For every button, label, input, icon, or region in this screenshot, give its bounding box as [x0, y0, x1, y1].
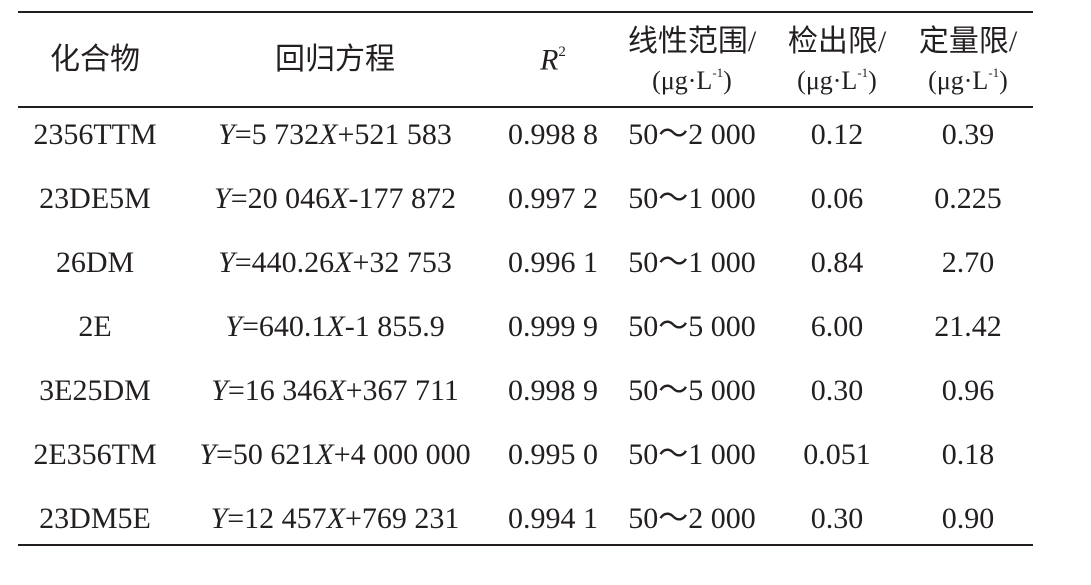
variable: Y [210, 502, 228, 535]
header-text: 化合物 [50, 43, 140, 76]
table-cell: 2356TTM [33, 118, 157, 151]
header-text: 检出限/ [787, 25, 887, 58]
table-cell: Y=5 732X+521 583 [218, 118, 452, 151]
table-cell: 0.999 9 [508, 310, 598, 343]
table-cell: 3E25DM [39, 374, 151, 407]
variable: Y [214, 182, 231, 215]
table-cell: 50～2 000 [628, 118, 756, 151]
unit-sup: -1 [857, 65, 869, 81]
unit-text: (μg·L [928, 65, 989, 95]
table-cell: 50～1 000 [628, 438, 756, 471]
header-text: R [540, 43, 559, 77]
unit-end: ) [999, 65, 1008, 95]
table-cell: 50～2 000 [628, 502, 756, 535]
header-unit: (μg·L-1) [652, 66, 732, 94]
variable: X [327, 374, 346, 407]
table-cell: Y=20 046X-177 872 [214, 182, 456, 215]
table-cell: 0.30 [810, 374, 864, 407]
header-rule [18, 106, 1033, 108]
header-cell: 化合物 [50, 45, 140, 75]
header-cell: 检出限/ [788, 27, 886, 57]
table-cell: 0.12 [810, 118, 864, 151]
table-cell: 2.70 [941, 246, 995, 279]
table-cell: 50～1 000 [628, 182, 756, 215]
variable: X [319, 118, 338, 151]
header-sup: 2 [558, 43, 566, 60]
unit-text: (μg·L [797, 65, 858, 95]
table-cell: 0.18 [941, 438, 995, 471]
variable: X [315, 438, 334, 471]
table-cell: 0.225 [934, 182, 1002, 215]
table-cell: 50～1 000 [628, 246, 756, 279]
table-cell: 50～5 000 [628, 374, 756, 407]
unit-text: (μg·L [652, 65, 713, 95]
unit-sup: -1 [712, 65, 724, 81]
table-cell: 6.00 [810, 310, 864, 343]
table-cell: 23DE5M [39, 182, 151, 215]
table-cell: 2E356TM [33, 438, 157, 471]
table-cell: Y=50 621X+4 000 000 [199, 438, 471, 471]
table-cell: 26DM [55, 246, 135, 279]
table-cell: 2E [78, 310, 112, 343]
variable: X [334, 246, 353, 279]
variable: X [330, 182, 349, 215]
table-cell: Y=640.1X-1 855.9 [225, 310, 445, 343]
header-cell: 线性范围/ [628, 27, 756, 57]
table-cell: 21.42 [934, 310, 1002, 343]
header-cell: R2 [540, 43, 566, 77]
variable: X [326, 502, 346, 535]
bottom-rule [18, 544, 1033, 546]
table-cell: 0.96 [941, 374, 995, 407]
table-cell: 0.84 [810, 246, 864, 279]
header-cell: 回归方程 [275, 45, 395, 75]
table-cell: 0.995 0 [508, 438, 598, 471]
variable: Y [218, 246, 235, 279]
table-cell: 0.06 [810, 182, 864, 215]
unit-end: ) [723, 65, 732, 95]
variable: Y [218, 118, 235, 151]
unit-sup: -1 [988, 65, 1000, 81]
table-cell: Y=12 457X+769 231 [210, 502, 460, 535]
variable: X [326, 310, 345, 343]
table-cell: 50～5 000 [628, 310, 756, 343]
variable: Y [211, 374, 228, 407]
table-cell: 0.997 2 [508, 182, 598, 215]
table-cell: Y=16 346X+367 711 [211, 374, 459, 407]
unit-end: ) [868, 65, 877, 95]
variable: Y [199, 438, 217, 471]
header-text: 回归方程 [275, 43, 395, 76]
table-cell: 0.051 [803, 438, 871, 471]
header-unit: (μg·L-1) [928, 66, 1008, 94]
header-cell: 定量限/ [919, 27, 1017, 57]
table-cell: 0.994 1 [508, 502, 598, 535]
table-cell: 0.30 [810, 502, 864, 535]
top-rule [18, 11, 1033, 13]
table-cell: 0.998 8 [508, 118, 598, 151]
variable: Y [225, 310, 242, 343]
header-text: 线性范围/ [627, 25, 757, 58]
table-cell: 0.998 9 [508, 374, 598, 407]
table-cell: 0.996 1 [508, 246, 598, 279]
table-cell: 0.90 [941, 502, 995, 535]
table-cell: Y=440.26X+32 753 [218, 246, 452, 279]
header-text: 定量限/ [918, 25, 1018, 58]
header-unit: (μg·L-1) [797, 66, 877, 94]
table-cell: 23DM5E [39, 502, 151, 535]
table-cell: 0.39 [941, 118, 995, 151]
